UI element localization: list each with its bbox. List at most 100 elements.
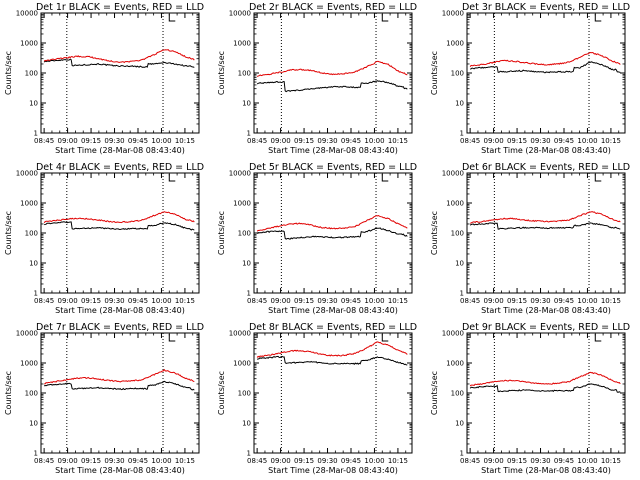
x-tick-label: 08:45	[247, 297, 267, 305]
plot-frame	[466, 332, 626, 454]
x-tick-label: 09:30	[317, 297, 337, 305]
series-lld-line	[469, 371, 621, 387]
y-tick-label: 10	[455, 100, 464, 108]
x-tick-label: 08:45	[34, 137, 54, 145]
x-tick-label: 09:00	[58, 297, 78, 305]
interval-bracket	[594, 334, 602, 342]
x-tick-label: 09:45	[128, 297, 148, 305]
panel-det-2: Det 2r BLACK = Events, RED = LLD 1 10 100 10…	[217, 2, 417, 155]
x-tick-label: 10:00	[151, 297, 171, 305]
y-tick-label: 1000	[233, 360, 251, 368]
y-tick-label: 100	[238, 230, 251, 238]
y-tick-label: 10000	[229, 10, 251, 18]
series-events-line	[43, 58, 195, 68]
x-tick-label: 09:15	[507, 457, 527, 465]
y-tick-label: 1	[34, 130, 38, 138]
panel-det-8: Det 8r BLACK = Events, RED = LLD 1 10 100 10…	[217, 322, 417, 475]
interval-bracket	[381, 14, 389, 22]
interval-bracket	[594, 14, 602, 22]
y-axis-label: Counts/sec	[217, 371, 226, 415]
y-axis-label: Counts/sec	[217, 211, 226, 255]
x-tick-label: 09:15	[81, 297, 101, 305]
x-tick-label: 09:00	[271, 457, 291, 465]
y-tick-label: 10	[29, 100, 38, 108]
x-axis-label: Start Time (28-Mar-08 08:43:40)	[481, 306, 611, 315]
y-tick-label: 100	[238, 390, 251, 398]
y-tick-label: 10000	[442, 170, 464, 178]
series-lld-line	[256, 60, 408, 77]
x-tick-label: 08:45	[247, 457, 267, 465]
y-tick-label: 1	[247, 450, 251, 458]
panel-title: Det 6r BLACK = Events, RED = LLD	[462, 162, 630, 173]
x-tick-label: 09:00	[484, 137, 504, 145]
plot-frame	[253, 332, 413, 454]
series-events-line	[469, 61, 621, 74]
series-events-line	[257, 355, 408, 366]
x-tick-label: 09:15	[294, 457, 314, 465]
y-tick-label: 10	[29, 260, 38, 268]
y-tick-label: 100	[451, 230, 464, 238]
y-tick-label: 1000	[233, 40, 251, 48]
y-tick-label: 100	[25, 70, 38, 78]
x-tick-label: 09:45	[128, 137, 148, 145]
x-tick-label: 09:15	[294, 137, 314, 145]
plot-frame	[253, 172, 413, 294]
series-events-line	[256, 80, 408, 93]
x-tick-label: 08:45	[460, 457, 480, 465]
x-tick-label: 09:00	[271, 297, 291, 305]
x-tick-label: 09:00	[484, 297, 504, 305]
x-axis-label: Start Time (28-Mar-08 08:43:40)	[481, 146, 611, 155]
y-axis-label: Counts/sec	[4, 371, 13, 415]
y-tick-label: 10000	[442, 10, 464, 18]
series-lld-line	[469, 211, 621, 224]
x-tick-label: 09:30	[317, 457, 337, 465]
x-tick-label: 09:00	[271, 137, 291, 145]
panel-title: Det 3r BLACK = Events, RED = LLD	[462, 2, 630, 13]
panel-det-3: Det 3r BLACK = Events, RED = LLD 1 10 100 10…	[430, 2, 630, 155]
y-tick-label: 100	[238, 70, 251, 78]
y-tick-label: 1000	[446, 40, 464, 48]
x-tick-label: 10:00	[364, 137, 384, 145]
panel-det-4: Det 4r BLACK = Events, RED = LLD 1 10 100 10…	[4, 162, 204, 315]
x-tick-label: 10:15	[175, 297, 195, 305]
y-tick-label: 1	[34, 290, 38, 298]
x-tick-label: 09:45	[128, 457, 148, 465]
x-axis-label: Start Time (28-Mar-08 08:43:40)	[55, 306, 185, 315]
x-tick-label: 10:15	[388, 457, 408, 465]
x-tick-label: 10:15	[175, 457, 195, 465]
series-lld-line	[44, 368, 195, 385]
panel-title: Det 4r BLACK = Events, RED = LLD	[36, 162, 204, 173]
x-tick-label: 09:00	[58, 137, 78, 145]
interval-bracket	[168, 174, 176, 182]
panel-title: Det 5r BLACK = Events, RED = LLD	[249, 162, 417, 173]
y-tick-label: 1000	[233, 200, 251, 208]
panel-title: Det 1r BLACK = Events, RED = LLD	[36, 2, 204, 13]
series-lld-line	[43, 211, 195, 224]
series-lld-line	[256, 341, 408, 358]
x-tick-label: 09:45	[554, 457, 574, 465]
y-axis-label: Counts/sec	[430, 51, 439, 95]
x-tick-label: 09:30	[530, 137, 550, 145]
y-axis-label: Counts/sec	[430, 211, 439, 255]
series-events-line	[44, 221, 195, 231]
x-tick-label: 09:30	[104, 457, 124, 465]
x-axis-label: Start Time (28-Mar-08 08:43:40)	[268, 146, 398, 155]
panel-title: Det 2r BLACK = Events, RED = LLD	[249, 2, 417, 13]
x-tick-label: 10:00	[364, 457, 384, 465]
x-axis-label: Start Time (28-Mar-08 08:43:40)	[481, 466, 611, 475]
x-tick-label: 09:45	[554, 137, 574, 145]
x-tick-label: 09:15	[507, 137, 527, 145]
x-tick-label: 10:15	[601, 297, 621, 305]
y-tick-label: 10	[455, 260, 464, 268]
plot-frame	[40, 332, 200, 454]
panel-det-6: Det 6r BLACK = Events, RED = LLD 1 10 100 10…	[430, 162, 630, 315]
y-tick-label: 100	[25, 390, 38, 398]
plot-frame	[466, 12, 626, 134]
x-tick-label: 09:15	[81, 137, 101, 145]
series-events-line	[469, 383, 621, 393]
x-tick-label: 09:45	[341, 137, 361, 145]
x-tick-label: 08:45	[34, 297, 54, 305]
series-events-line	[43, 380, 195, 391]
x-tick-label: 10:00	[151, 457, 171, 465]
